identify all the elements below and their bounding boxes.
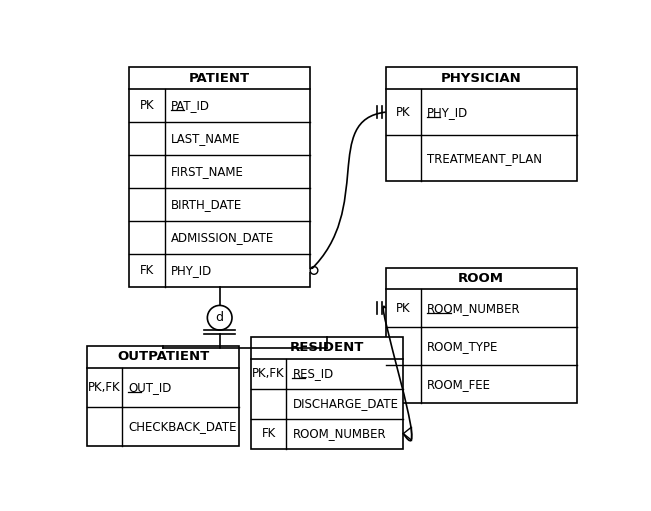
Text: PHY_ID: PHY_ID [171,264,212,277]
Text: PK,FK: PK,FK [252,367,285,380]
Text: LAST_NAME: LAST_NAME [171,132,240,145]
Bar [385,67,577,181]
Text: CHECKBACK_DATE: CHECKBACK_DATE [128,420,237,433]
Bar [251,337,404,449]
Bar [129,67,310,287]
Text: PATIENT: PATIENT [189,72,250,85]
Text: TREATMEANT_PLAN: TREATMEANT_PLAN [427,152,542,165]
Text: ROOM_FEE: ROOM_FEE [427,378,492,391]
Bar [87,346,240,446]
Bar [385,268,577,403]
Text: PK: PK [396,301,411,315]
Text: d: d [215,311,224,324]
Text: ROOM_TYPE: ROOM_TYPE [427,340,499,353]
Text: PK: PK [396,106,411,119]
Text: FK: FK [262,427,275,440]
Text: RESIDENT: RESIDENT [290,341,365,354]
Text: ROOM_NUMBER: ROOM_NUMBER [292,427,386,440]
Text: PK: PK [139,99,154,112]
Text: PHYSICIAN: PHYSICIAN [441,72,521,85]
Text: ADMISSION_DATE: ADMISSION_DATE [171,231,274,244]
Text: OUTPATIENT: OUTPATIENT [117,351,209,363]
Text: FIRST_NAME: FIRST_NAME [171,165,243,178]
Text: PHY_ID: PHY_ID [427,106,469,119]
Text: DISCHARGE_DATE: DISCHARGE_DATE [292,397,398,410]
Text: ROOM: ROOM [458,272,504,285]
Text: FK: FK [140,264,154,277]
Text: ROOM_NUMBER: ROOM_NUMBER [427,301,521,315]
Text: PK,FK: PK,FK [89,381,121,394]
Text: PAT_ID: PAT_ID [171,99,210,112]
Text: RES_ID: RES_ID [292,367,334,380]
Text: OUT_ID: OUT_ID [128,381,172,394]
Text: BIRTH_DATE: BIRTH_DATE [171,198,242,211]
